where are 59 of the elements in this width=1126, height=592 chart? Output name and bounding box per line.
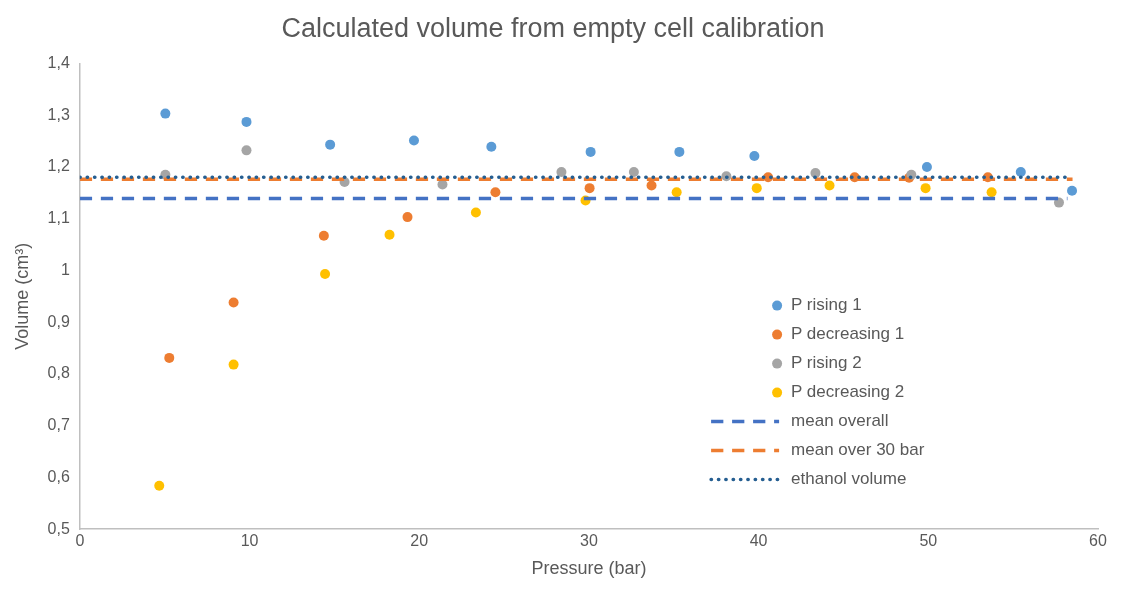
x-tick-label: 30 [580,532,598,550]
point [228,297,239,308]
point [241,116,252,127]
point [408,135,419,146]
x-tick-label: 40 [749,532,768,550]
point [160,108,171,119]
point [986,187,997,198]
point [749,151,760,162]
y-tick-label: 0,7 [47,416,70,434]
point [241,145,252,156]
point [671,187,682,198]
y-tick-label: 0,9 [47,312,70,330]
point [164,352,175,363]
legend-label: mean overall [791,411,889,431]
point [228,359,239,370]
x-axis-title: Pressure (bar) [531,558,647,579]
chart-title: Calculated volume from empty cell calibration [281,12,825,43]
point [920,183,931,194]
y-tick-label: 0,8 [47,364,70,382]
point [402,212,413,223]
y-tick-label: 1,1 [47,209,70,227]
point [646,180,657,191]
point [674,146,685,157]
point [1053,197,1064,208]
y-tick-label: 0,5 [47,519,70,537]
y-tick-label: 1 [60,260,70,278]
point [384,229,395,240]
legend-label: P rising 1 [791,295,862,315]
point [628,167,639,178]
point [921,161,932,172]
point [824,180,835,191]
y-axis-title: Volume (cm³) [11,242,32,350]
point [325,139,336,150]
legend-label: P decreasing 2 [791,382,905,402]
point [470,207,481,218]
point [556,167,567,178]
y-tick-label: 1,2 [47,157,70,175]
legend-label: P decreasing 1 [791,324,905,344]
y-tick-label: 1,4 [47,53,70,71]
point [1015,167,1026,178]
point [1067,185,1078,196]
point [751,183,762,194]
x-tick-label: 0 [75,532,85,550]
x-tick-label: 60 [1089,532,1107,550]
legend-label: P rising 2 [791,353,862,373]
point [490,187,501,198]
legend-label: ethanol volume [791,469,907,489]
y-tick-label: 0,6 [47,467,70,485]
x-tick-label: 20 [410,532,429,550]
x-tick-label: 50 [919,532,938,550]
legend-label: mean over 30 bar [791,440,925,460]
y-tick-label: 1,3 [47,105,70,123]
point [154,480,165,491]
point [585,146,596,157]
point [320,269,331,280]
point [318,230,329,241]
point [584,183,595,194]
point [486,141,497,152]
x-tick-label: 10 [240,532,259,550]
